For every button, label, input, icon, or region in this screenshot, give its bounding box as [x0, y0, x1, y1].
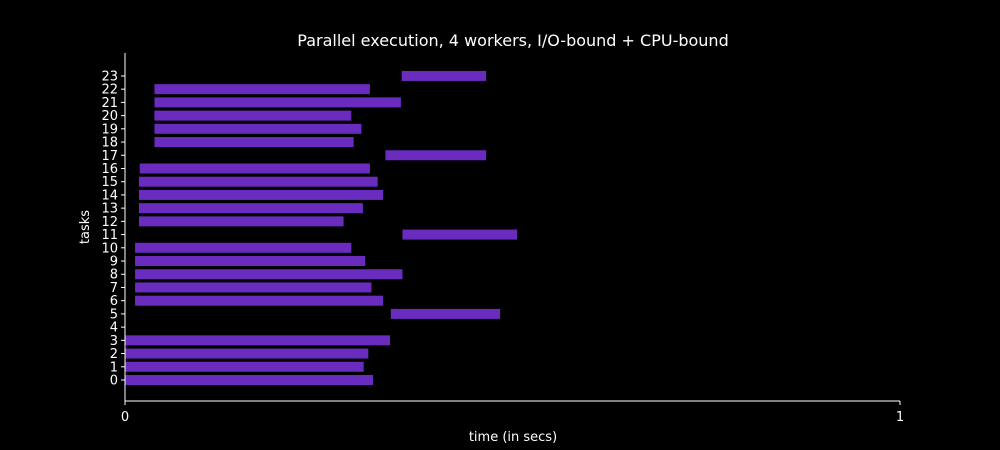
task-bar-21: [154, 97, 401, 108]
y-tick-label: 5: [110, 307, 118, 322]
chart-title: Parallel execution, 4 workers, I/O-bound…: [297, 31, 728, 50]
y-tick-label: 22: [101, 83, 118, 98]
task-bar-18: [154, 137, 354, 148]
task-bar-19: [154, 123, 362, 134]
task-bar-2: [125, 348, 369, 359]
y-tick-label: 12: [101, 215, 118, 230]
y-axis-label: tasks: [78, 210, 93, 244]
task-bar-23: [401, 70, 487, 81]
y-tick-label: 8: [110, 268, 118, 283]
task-bar-1: [125, 361, 364, 372]
y-tick-label: 13: [101, 202, 118, 217]
x-tick-label: 0: [121, 410, 129, 425]
y-tick-label: 7: [110, 281, 118, 296]
y-tick-label: 3: [110, 334, 118, 349]
task-bar-20: [154, 110, 352, 121]
task-bar-3: [125, 335, 391, 346]
y-tick-label: 17: [101, 149, 118, 164]
task-bars: [125, 70, 518, 385]
task-bar-15: [138, 176, 378, 187]
task-bar-7: [135, 282, 372, 293]
y-tick-label: 14: [101, 188, 118, 203]
task-bar-8: [135, 269, 403, 280]
y-tick-label: 19: [101, 122, 118, 137]
task-bar-13: [138, 203, 363, 214]
y-tick-label: 18: [101, 136, 118, 151]
x-axis-label: time (in secs): [469, 430, 557, 445]
y-tick-label: 15: [101, 175, 118, 190]
task-bar-14: [138, 189, 384, 200]
y-tick-label: 0: [110, 374, 118, 389]
task-bar-12: [138, 216, 344, 227]
y-tick-label: 4: [110, 321, 118, 336]
y-tick-label: 2: [110, 347, 118, 362]
y-tick-label: 21: [101, 96, 118, 111]
y-tick-label: 23: [101, 69, 118, 84]
task-bar-0: [125, 375, 373, 385]
task-bar-10: [135, 242, 352, 253]
y-tick-label: 6: [110, 294, 118, 309]
task-bar-17: [385, 150, 487, 161]
y-tick-label: 9: [110, 255, 118, 270]
x-tick-label: 1: [896, 410, 904, 425]
task-bar-6: [135, 295, 384, 306]
y-tick-label: 1: [110, 360, 118, 375]
task-bar-11: [402, 229, 518, 240]
y-tick-label: 11: [101, 228, 118, 243]
y-tick-label: 20: [101, 109, 118, 124]
y-tick-label: 10: [101, 241, 118, 256]
task-bar-16: [139, 163, 370, 174]
task-bar-5: [390, 308, 501, 319]
y-tick-label: 16: [101, 162, 118, 177]
task-bar-9: [135, 256, 366, 267]
task-bar-22: [154, 84, 370, 95]
